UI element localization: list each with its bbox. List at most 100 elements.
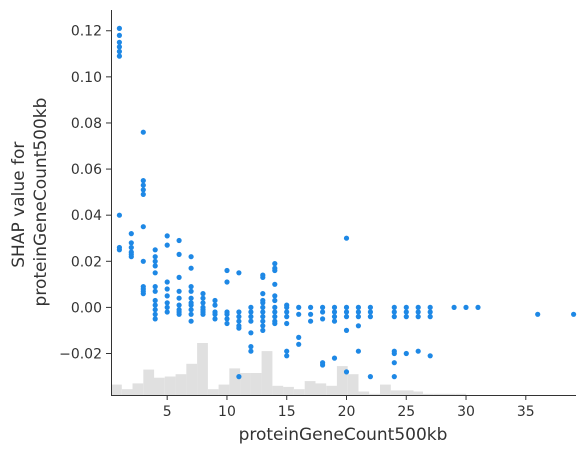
data-point bbox=[475, 304, 481, 310]
data-point bbox=[260, 323, 266, 329]
data-point bbox=[308, 318, 314, 324]
data-point bbox=[284, 304, 290, 310]
histogram-bar bbox=[336, 366, 348, 395]
data-point bbox=[308, 304, 314, 310]
x-tick-label: 30 bbox=[457, 404, 475, 420]
histogram-bar bbox=[380, 384, 391, 395]
data-point bbox=[188, 284, 194, 290]
data-point bbox=[248, 304, 254, 310]
data-point bbox=[188, 307, 194, 313]
data-point bbox=[140, 187, 146, 193]
data-point bbox=[296, 311, 302, 317]
histogram-bar bbox=[121, 389, 133, 395]
data-point bbox=[403, 350, 409, 357]
data-point bbox=[224, 267, 230, 274]
histogram-bar bbox=[401, 390, 414, 395]
x-tick-label: 35 bbox=[517, 404, 535, 420]
data-point bbox=[415, 304, 421, 310]
data-point bbox=[212, 297, 218, 304]
data-point bbox=[140, 191, 146, 197]
data-point bbox=[320, 362, 326, 368]
data-point bbox=[116, 212, 122, 218]
data-point bbox=[320, 304, 326, 310]
histogram-bar bbox=[423, 393, 434, 395]
histogram-bar bbox=[175, 374, 187, 395]
y-axis-title-line-1: SHAP value for bbox=[9, 142, 29, 268]
data-point bbox=[284, 314, 290, 320]
data-point bbox=[152, 254, 158, 260]
data-point bbox=[343, 235, 350, 241]
data-point bbox=[152, 247, 158, 253]
data-point bbox=[128, 244, 134, 251]
histogram-bar bbox=[369, 393, 380, 395]
data-point bbox=[320, 309, 326, 315]
data-point bbox=[260, 314, 266, 320]
data-point bbox=[272, 304, 278, 310]
histogram-bar bbox=[250, 373, 262, 395]
data-point bbox=[212, 311, 218, 317]
y-tick-label: 0.08 bbox=[71, 116, 102, 132]
data-point bbox=[296, 334, 302, 340]
data-point bbox=[116, 53, 122, 59]
histogram-bar bbox=[283, 386, 294, 395]
data-point bbox=[188, 295, 194, 301]
histogram-bar bbox=[272, 385, 284, 395]
data-point bbox=[152, 307, 158, 313]
data-point bbox=[116, 247, 122, 253]
data-point bbox=[272, 267, 278, 274]
histogram-bar bbox=[143, 369, 155, 395]
histogram-bar bbox=[390, 390, 402, 395]
y-tick-label: 0.10 bbox=[71, 70, 102, 86]
data-point bbox=[403, 309, 409, 315]
data-point bbox=[284, 320, 290, 327]
data-point bbox=[116, 39, 122, 45]
data-point bbox=[391, 374, 397, 380]
data-point bbox=[140, 258, 146, 264]
data-point bbox=[272, 314, 278, 320]
data-point bbox=[188, 302, 194, 308]
data-point bbox=[164, 233, 170, 239]
data-point bbox=[164, 279, 170, 285]
data-point bbox=[272, 309, 278, 315]
data-point bbox=[296, 304, 302, 310]
data-point bbox=[248, 314, 254, 320]
data-point bbox=[248, 344, 254, 350]
data-point bbox=[260, 291, 266, 297]
data-point bbox=[140, 129, 146, 135]
data-point bbox=[236, 314, 242, 320]
data-point bbox=[200, 291, 206, 297]
data-point bbox=[140, 291, 146, 297]
data-point bbox=[152, 302, 158, 308]
data-point bbox=[367, 374, 373, 380]
data-point bbox=[164, 309, 170, 315]
y-tick-label: 0.06 bbox=[71, 162, 102, 178]
histogram-bar bbox=[455, 393, 467, 395]
data-point bbox=[116, 48, 122, 55]
x-tick-label: 25 bbox=[397, 404, 415, 420]
data-point bbox=[116, 44, 122, 50]
data-point bbox=[176, 237, 182, 244]
histogram-bar bbox=[164, 376, 176, 395]
data-point bbox=[427, 304, 433, 310]
data-point bbox=[128, 240, 134, 246]
histogram-bar bbox=[218, 384, 230, 395]
data-point bbox=[140, 224, 146, 230]
data-point bbox=[164, 286, 170, 292]
histogram-bar bbox=[444, 393, 456, 395]
data-point bbox=[355, 314, 361, 320]
data-point bbox=[176, 302, 182, 308]
data-point bbox=[391, 304, 397, 310]
data-point bbox=[391, 350, 397, 357]
data-point bbox=[236, 270, 242, 276]
y-axis-title-line-2: proteinGeneCount500kb bbox=[31, 98, 51, 307]
data-point bbox=[296, 341, 302, 347]
data-point bbox=[331, 309, 338, 315]
data-point bbox=[415, 348, 421, 354]
data-point bbox=[236, 325, 242, 331]
data-point bbox=[272, 261, 278, 267]
data-point bbox=[260, 327, 266, 333]
feature-histogram bbox=[111, 343, 467, 395]
histogram-bar bbox=[433, 393, 445, 395]
data-point bbox=[331, 314, 338, 320]
y-tick-label: −0.02 bbox=[59, 347, 102, 363]
